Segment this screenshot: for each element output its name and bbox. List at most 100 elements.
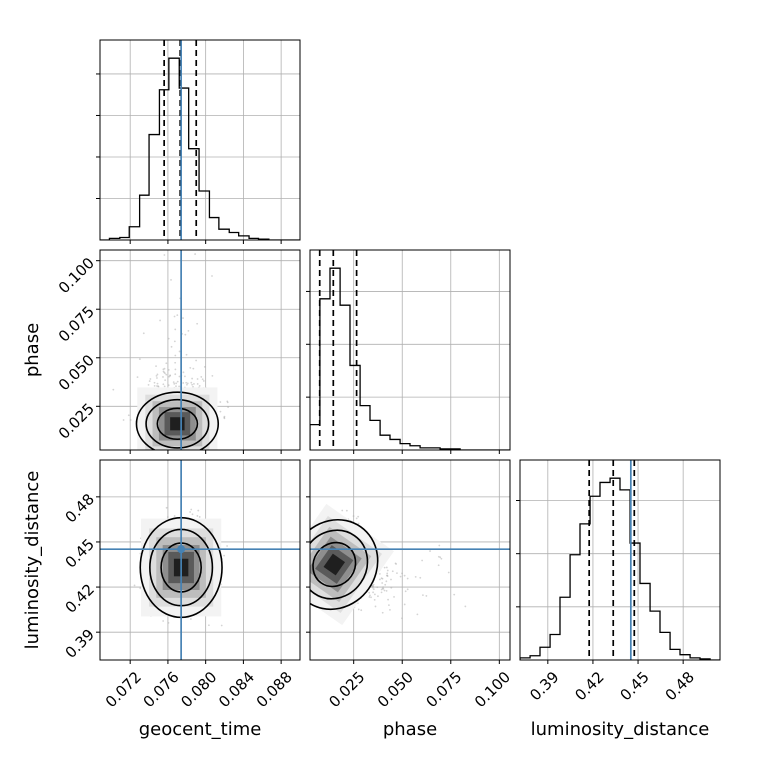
panel2d-geocent-time-phase-sample: [195, 359, 198, 362]
panel2d-phase-luminosity-distance-sample: [385, 580, 388, 583]
panel2d-geocent-time-phase-sample: [184, 375, 186, 378]
panel2d-geocent-time-phase-sample: [149, 378, 152, 380]
panel2d-phase-luminosity-distance-sample: [399, 575, 402, 578]
panel2d-geocent-time-luminosity-distance-sample: [226, 545, 229, 547]
panel2d-phase-luminosity-distance-sample: [384, 583, 387, 586]
panel2d-phase-luminosity-distance-sample: [376, 586, 379, 589]
panel2d-phase-luminosity-distance-sample: [368, 591, 371, 594]
panel2d-geocent-time-phase-sample: [186, 383, 188, 386]
panel2d-phase-luminosity-distance-density-level-5: [323, 553, 346, 576]
panel2d-phase-luminosity-distance-sample: [389, 608, 391, 611]
panel2d-geocent-time-luminosity-distance-sample: [223, 554, 226, 557]
panel2d-geocent-time-phase-sample: [219, 410, 222, 413]
panel2d-geocent-time-phase-sample: [174, 328, 177, 331]
panel2d-phase-luminosity-distance-sample: [421, 559, 424, 562]
panel2d-geocent-time-phase-sample: [159, 319, 162, 322]
panel2d-geocent-time-phase-sample: [122, 419, 125, 421]
panel2d-phase-luminosity-distance-sample: [390, 578, 392, 581]
panel2d-geocent-time-phase-sample: [156, 377, 158, 379]
panel2d-geocent-time-phase-sample: [186, 382, 189, 385]
panel2d-phase-luminosity-distance-sample: [394, 562, 397, 565]
panel2d-geocent-time-phase-sample: [164, 372, 166, 375]
panel2d-geocent-time-phase-sample: [163, 385, 166, 388]
panel2d-geocent-time-phase-sample: [156, 385, 158, 387]
panel2d-geocent-time-phase-sample: [185, 353, 188, 356]
panel2d-phase-luminosity-distance-sample: [437, 555, 440, 558]
panel2d-geocent-time-phase-sample: [198, 384, 201, 387]
panel2d-geocent-time-luminosity-distance-sample: [133, 584, 136, 587]
panel2d-geocent-time-phase-sample: [211, 275, 213, 277]
panel2d-phase-luminosity-distance-sample: [355, 517, 358, 520]
panel2d-geocent-time-phase-sample: [112, 388, 115, 391]
ylabel-phase: phase: [22, 323, 43, 377]
panel2d-geocent-time-phase-sample: [174, 361, 177, 364]
panel2d-geocent-time-phase-sample: [163, 254, 166, 256]
panel2d-phase-luminosity-distance-sample: [360, 609, 363, 612]
panel2d-geocent-time-phase-sample: [182, 371, 185, 374]
panel2d-geocent-time-luminosity-distance-sample: [167, 622, 170, 624]
panel2d-geocent-time-phase-sample: [189, 366, 192, 369]
ylabel-luminosity-distance: luminosity_distance: [22, 471, 43, 650]
panel2d-geocent-time-phase-contour-1: [145, 398, 210, 449]
panel2d-geocent-time-phase-sample: [202, 380, 205, 382]
panel2d-geocent-time-phase-content: [112, 250, 230, 450]
panel2d-geocent-time-phase-sample: [191, 377, 194, 380]
panel2d-geocent-time-phase-sample: [157, 385, 160, 388]
panel2d-geocent-time-phase-sample: [178, 350, 181, 353]
panel-hist-phase: [306, 249, 511, 454]
panel2d-phase-luminosity-distance-sample: [385, 589, 388, 592]
panel2d-geocent-time-phase-sample: [182, 382, 185, 384]
panel2d-geocent-time-phase-sample: [175, 382, 178, 385]
panel2d-geocent-time-phase-sample: [200, 376, 203, 378]
hist-luminosity-distance-frame: [519, 459, 721, 661]
panel2d-phase-luminosity-distance-sample: [425, 595, 428, 597]
panel2d-geocent-time-phase-sample: [192, 385, 194, 388]
panel2d-geocent-time-phase-sample: [165, 362, 168, 365]
panel2d-geocent-time-phase-sample: [164, 379, 167, 382]
panel2d-phase-luminosity-distance-sample: [357, 515, 360, 518]
panel2d-geocent-time-phase-sample: [185, 381, 188, 384]
xlabel-phase: phase: [383, 719, 437, 740]
panel2d-geocent-time-phase-sample: [196, 322, 199, 325]
panel2d-geocent-time-luminosity-distance-sample: [189, 618, 192, 620]
panel2d-phase-luminosity-distance-sample: [386, 569, 389, 572]
panel2d-phase-luminosity-distance-sample: [416, 613, 419, 616]
panel2d-phase-luminosity-distance-sample: [374, 605, 377, 608]
panel2d-phase-luminosity-distance-sample: [352, 515, 355, 517]
panel2d-geocent-time-phase-sample: [168, 375, 170, 378]
panel2d-geocent-time-luminosity-distance-sample: [189, 511, 192, 513]
panel2d-phase-luminosity-distance-sample: [406, 588, 409, 591]
panel2d-geocent-time-phase-sample: [127, 414, 130, 417]
panel2d-geocent-time-phase-sample: [167, 384, 170, 387]
panel2d-phase-luminosity-distance-sample: [438, 544, 441, 547]
panel2d-geocent-time-phase-sample: [155, 374, 158, 377]
panel2d-geocent-time-luminosity-distance-sample: [190, 508, 193, 511]
panel2d-phase-luminosity-distance-sample: [371, 585, 374, 588]
panel2d-phase-luminosity-distance-sample: [381, 582, 384, 584]
panel2d-geocent-time-luminosity-distance-truth-marker: [177, 545, 186, 554]
panel2d-geocent-time-luminosity-distance-content: [100, 460, 300, 660]
panel2d-phase-luminosity-distance-sample: [429, 550, 431, 552]
panel2d-geocent-time-phase-sample: [167, 369, 170, 371]
panel2d-geocent-time-phase-sample: [156, 373, 159, 376]
panel2d-phase-luminosity-distance-sample: [341, 509, 344, 512]
panel2d-geocent-time-luminosity-distance-sample: [165, 506, 168, 509]
panel2d-phase-luminosity-distance-sample: [386, 572, 389, 575]
panel2d-geocent-time-luminosity-distance-sample: [139, 587, 142, 590]
panel2d-phase-luminosity-distance-sample: [440, 557, 443, 560]
panel2d-phase-luminosity-distance-contour-1: [310, 529, 369, 600]
hist-phase-content: [310, 250, 510, 450]
panel2d-geocent-time-phase-sample: [167, 337, 170, 340]
panel2d-phase-luminosity-distance-sample: [378, 573, 381, 575]
panel2d-phase-luminosity-distance-sample: [464, 605, 467, 608]
panel2d-phase-luminosity-distance-sample: [372, 583, 375, 586]
panel2d-geocent-time-phase-sample: [194, 253, 197, 255]
hist-phase-frame: [309, 249, 511, 451]
panel2d-phase-luminosity-distance-sample: [453, 593, 456, 596]
panel2d-geocent-time-luminosity-distance-sample: [197, 509, 200, 512]
panel2d-phase-luminosity-distance-contour-2: [312, 541, 357, 588]
panel2d-geocent-time-phase-sample: [211, 375, 214, 377]
panel2d-phase-luminosity-distance-sample: [439, 556, 442, 559]
panel2d-phase-luminosity-distance-sample: [381, 611, 384, 614]
panel2d-geocent-time-phase-sample: [191, 383, 194, 386]
